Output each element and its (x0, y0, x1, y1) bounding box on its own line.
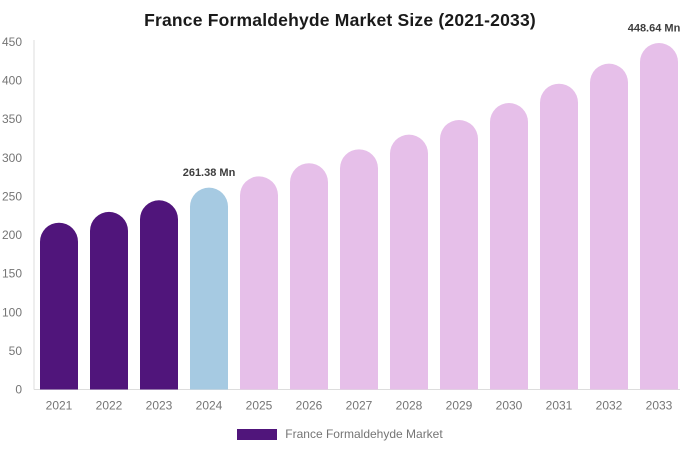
bar-2027[interactable] (340, 149, 378, 390)
bar-2033[interactable] (640, 43, 678, 390)
x-axis-label: 2023 (146, 399, 173, 413)
x-axis-label: 2026 (296, 399, 323, 413)
legend-label: France Formaldehyde Market (285, 427, 443, 441)
x-axis-label: 2031 (546, 399, 573, 413)
bar-2028[interactable] (390, 134, 428, 390)
bar-2023[interactable] (140, 200, 178, 390)
x-axis-label: 2021 (46, 399, 73, 413)
y-axis-label: 200 (2, 228, 22, 242)
bar-2031[interactable] (540, 83, 578, 390)
y-axis-label: 300 (2, 151, 22, 165)
y-axis-label: 250 (2, 189, 22, 203)
x-axis-label: 2033 (646, 399, 673, 413)
x-axis-label: 2030 (496, 399, 523, 413)
legend-item[interactable]: France Formaldehyde Market (0, 427, 680, 441)
x-axis-label: 2029 (446, 399, 473, 413)
bar-2030[interactable] (490, 103, 528, 390)
y-axis-label: 150 (2, 267, 22, 281)
x-axis-label: 2022 (96, 399, 123, 413)
data-label-2024: 261.38 Mn (183, 167, 236, 179)
bar-2026[interactable] (290, 163, 328, 390)
bar-2021[interactable] (40, 222, 78, 390)
x-axis-label: 2028 (396, 399, 423, 413)
x-axis-label: 2032 (596, 399, 623, 413)
y-axis-label: 400 (2, 74, 22, 88)
chart-title: France Formaldehyde Market Size (2021-20… (144, 10, 536, 30)
y-axis-label: 100 (2, 305, 22, 319)
y-axis-label: 50 (9, 344, 23, 358)
bar-2025[interactable] (240, 176, 278, 390)
legend-swatch (237, 428, 278, 440)
x-axis-label: 2027 (346, 399, 373, 413)
x-axis-label: 2025 (246, 399, 273, 413)
bar-2029[interactable] (440, 119, 478, 390)
x-axis-label: 2024 (196, 399, 223, 413)
bar-2024[interactable] (190, 187, 228, 390)
y-axis-label: 0 (15, 383, 22, 397)
data-label-2033: 448.64 Mn (628, 23, 680, 35)
bar-2022[interactable] (90, 211, 128, 390)
y-axis-label: 350 (2, 112, 22, 126)
y-axis-label: 450 (2, 35, 22, 49)
bar-2032[interactable] (590, 63, 628, 390)
